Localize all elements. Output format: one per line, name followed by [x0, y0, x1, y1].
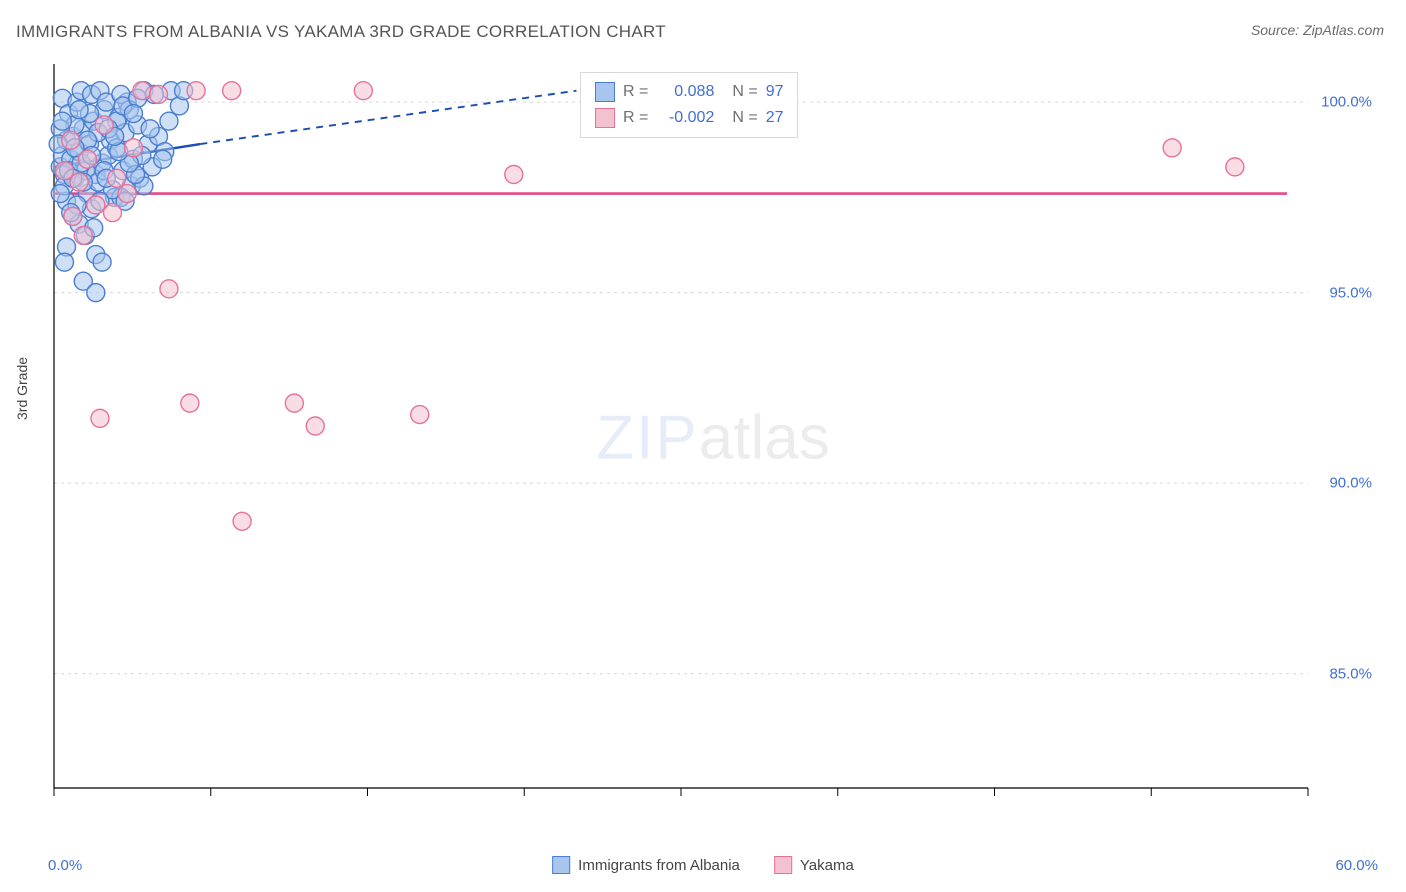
stats-legend: R = 0.088 N = 97 R = -0.002 N = 27: [580, 72, 798, 138]
stats-row-albania: R = 0.088 N = 97: [595, 79, 783, 105]
r-label: R =: [623, 83, 648, 101]
bottom-legend: Immigrants from Albania Yakama: [552, 856, 854, 874]
n-label: N =: [732, 83, 757, 101]
n-value: 27: [766, 109, 784, 127]
r-value: -0.002: [656, 109, 714, 127]
source-label: Source: ZipAtlas.com: [1251, 22, 1384, 38]
y-tick-label: 90.0%: [1329, 475, 1372, 492]
y-tick-label: 100.0%: [1321, 94, 1372, 111]
swatch-icon: [552, 856, 570, 874]
scatter-svg: [48, 58, 1378, 818]
n-value: 97: [766, 83, 784, 101]
x-axis-min-label: 0.0%: [48, 857, 82, 874]
legend-label: Yakama: [800, 857, 854, 874]
plot-area: ZIPatlas R =0.088N =97R =-0.002N =27 85.…: [48, 58, 1378, 818]
legend-label: Immigrants from Albania: [578, 857, 740, 874]
r-value: 0.088: [656, 83, 714, 101]
swatch-icon: [595, 82, 615, 102]
chart-title: IMMIGRANTS FROM ALBANIA VS YAKAMA 3RD GR…: [16, 22, 666, 42]
n-label: N =: [732, 109, 757, 127]
r-label: R =: [623, 109, 648, 127]
swatch-icon: [595, 108, 615, 128]
stats-row-yakama: R = -0.002 N = 27: [595, 105, 783, 131]
x-axis-max-label: 60.0%: [1335, 857, 1378, 874]
y-axis-label: 3rd Grade: [14, 357, 30, 420]
y-tick-label: 95.0%: [1329, 284, 1372, 301]
swatch-icon: [774, 856, 792, 874]
legend-item-albania: Immigrants from Albania: [552, 856, 740, 874]
legend-item-yakama: Yakama: [774, 856, 854, 874]
y-tick-label: 85.0%: [1329, 665, 1372, 682]
